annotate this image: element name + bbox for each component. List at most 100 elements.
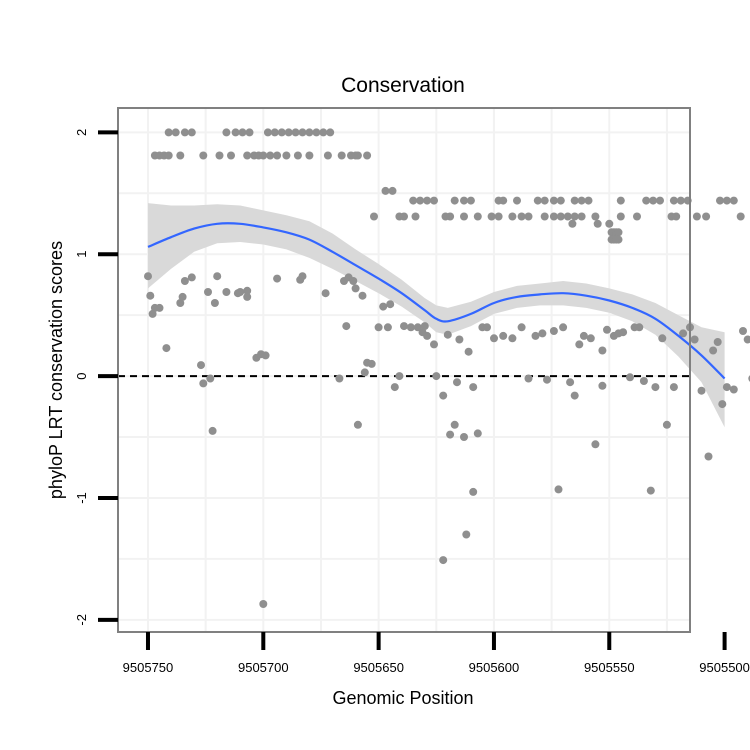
data-point [591,440,600,449]
data-point [305,151,314,160]
data-point [538,329,547,338]
y-tick-label: 1 [74,251,89,258]
data-point [353,420,362,429]
data-point [432,372,441,381]
data-point [353,151,362,160]
data-point [524,374,533,383]
data-point [446,430,455,439]
data-point [469,487,478,496]
data-point [646,486,655,495]
data-point [423,196,432,205]
data-point [351,284,360,293]
data-point [208,426,217,435]
data-point [593,219,602,228]
data-point [658,334,667,343]
data-point [266,151,275,160]
data-point [363,151,372,160]
data-point [651,383,660,392]
data-point [148,309,157,318]
data-point [342,322,351,331]
data-point [566,378,575,387]
data-point [395,372,404,381]
data-point [420,322,429,331]
data-point [321,289,330,298]
data-point [656,196,664,205]
data-point [469,383,478,392]
data-point [284,128,293,137]
y-tick-label: 0 [74,372,89,379]
data-point [155,303,164,312]
data-point [370,212,378,221]
data-point [483,323,491,332]
data-point [411,212,420,221]
data-point [642,196,651,205]
data-point [591,212,600,221]
data-point [236,288,245,296]
data-point [494,212,503,221]
data-point [312,128,321,137]
data-point [187,273,196,282]
data-point [379,302,388,311]
data-point [187,128,196,137]
data-point [386,300,395,309]
data-point [282,151,291,160]
data-point [443,330,452,339]
data-point [690,335,699,344]
data-point [743,335,750,344]
x-tick-label: 9505750 [123,660,174,675]
data-point [238,128,247,137]
data-point [556,212,565,221]
data-point [579,331,588,340]
data-point [178,292,187,301]
data-point [164,151,173,160]
data-point [197,361,205,370]
data-point [164,128,173,137]
data-point [210,299,219,307]
data-point [729,196,738,205]
data-point [513,196,521,205]
data-point [669,196,678,205]
data-point [298,128,307,137]
y-axis: 2 1 0 -1 -2 [74,129,118,626]
data-point [367,359,376,368]
data-point [713,338,722,346]
data-point [598,381,607,390]
data-point [400,212,408,221]
data-point [614,228,623,237]
data-point [466,196,475,205]
data-point [626,373,634,382]
data-point [215,151,224,160]
data-point [559,323,568,332]
panel-background [118,108,690,632]
data-point [586,334,595,343]
data-point [517,212,526,221]
data-point [704,452,713,461]
data-point [729,385,738,394]
data-point [543,375,551,384]
data-point [245,128,254,137]
data-point [619,328,628,337]
data-point [464,347,473,356]
data-point [337,151,346,160]
data-point [460,212,468,221]
data-point [635,323,644,332]
plot-border [117,107,691,633]
data-point [570,391,579,400]
data-point [180,128,189,137]
x-axis: 9505750 9505700 9505650 9505600 9505550 95055… [123,632,750,675]
data-point [374,323,383,332]
data-point [524,212,533,221]
x-tick-label: 9505600 [469,660,520,675]
data-point [605,219,614,228]
data-point [423,331,432,340]
data-point [570,212,579,221]
data-point [616,212,625,221]
data-point [176,151,185,160]
data-point [662,420,671,429]
data-point [577,212,586,221]
data-point [430,340,438,349]
data-point [204,288,212,296]
data-point [277,128,286,137]
data-point [676,196,685,205]
